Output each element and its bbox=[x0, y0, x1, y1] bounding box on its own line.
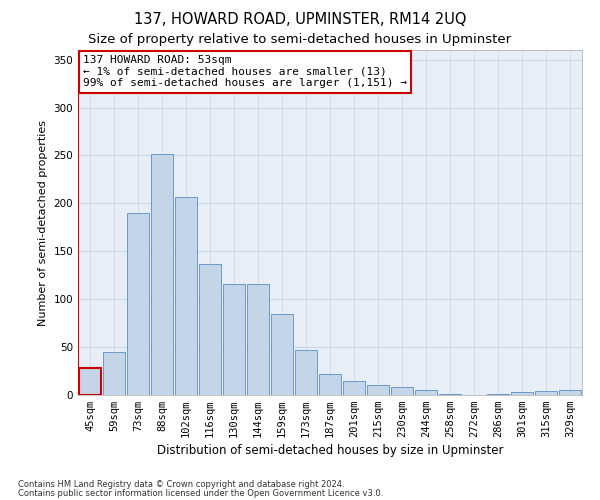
Bar bbox=[391, 388, 413, 395]
Y-axis label: Number of semi-detached properties: Number of semi-detached properties bbox=[38, 120, 48, 326]
Bar bbox=[199, 264, 221, 395]
Text: Contains HM Land Registry data © Crown copyright and database right 2024.: Contains HM Land Registry data © Crown c… bbox=[18, 480, 344, 489]
Bar bbox=[415, 390, 437, 395]
Bar bbox=[535, 391, 557, 395]
Bar bbox=[295, 350, 317, 395]
Bar bbox=[175, 196, 197, 395]
Bar bbox=[511, 392, 533, 395]
Bar bbox=[223, 284, 245, 395]
Bar bbox=[79, 368, 101, 395]
Text: 137 HOWARD ROAD: 53sqm
← 1% of semi-detached houses are smaller (13)
99% of semi: 137 HOWARD ROAD: 53sqm ← 1% of semi-deta… bbox=[83, 55, 407, 88]
Text: Contains public sector information licensed under the Open Government Licence v3: Contains public sector information licen… bbox=[18, 490, 383, 498]
X-axis label: Distribution of semi-detached houses by size in Upminster: Distribution of semi-detached houses by … bbox=[157, 444, 503, 458]
Bar bbox=[151, 154, 173, 395]
Bar bbox=[127, 213, 149, 395]
Bar bbox=[343, 380, 365, 395]
Bar bbox=[247, 284, 269, 395]
Text: Size of property relative to semi-detached houses in Upminster: Size of property relative to semi-detach… bbox=[88, 32, 512, 46]
Bar bbox=[103, 352, 125, 395]
Bar bbox=[367, 386, 389, 395]
Bar bbox=[439, 394, 461, 395]
Bar bbox=[487, 394, 509, 395]
Bar bbox=[271, 314, 293, 395]
Bar bbox=[319, 374, 341, 395]
Bar bbox=[559, 390, 581, 395]
Text: 137, HOWARD ROAD, UPMINSTER, RM14 2UQ: 137, HOWARD ROAD, UPMINSTER, RM14 2UQ bbox=[134, 12, 466, 28]
